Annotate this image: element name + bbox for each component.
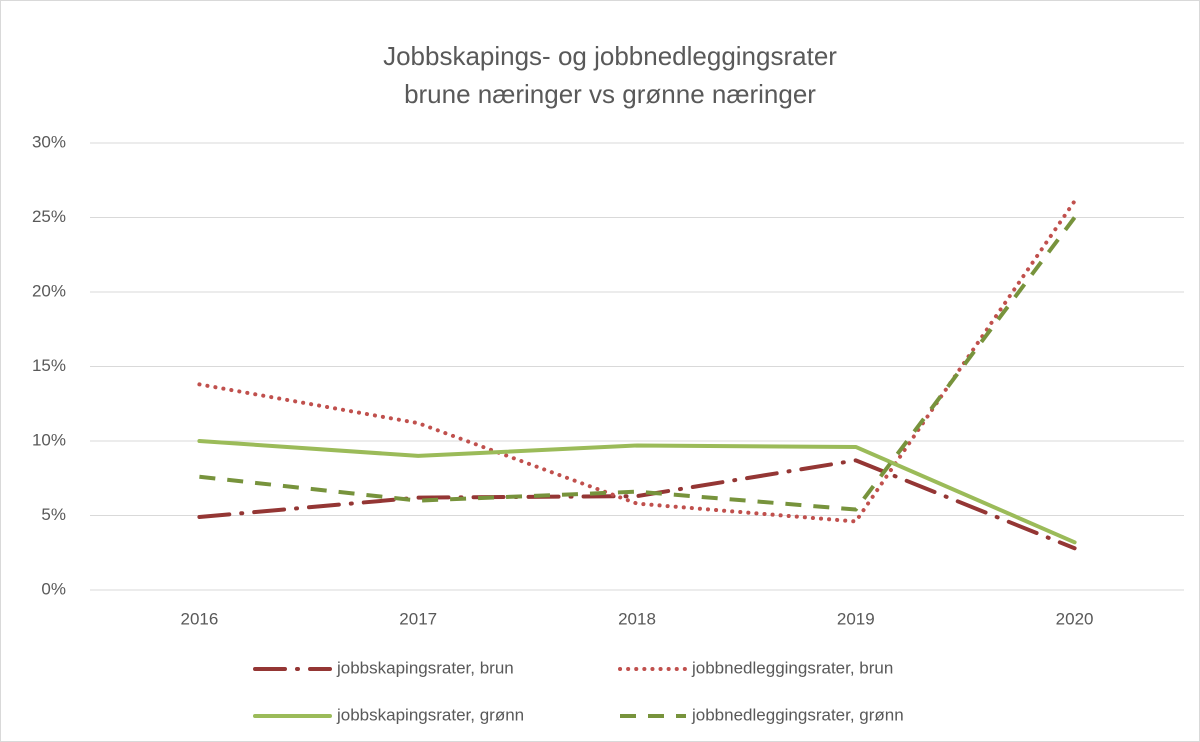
legend-label: jobbskapingsrater, grønn [336,705,524,724]
series-line [197,199,1077,524]
x-tick-label: 2019 [837,609,875,628]
chart-title: Jobbskapings- og jobbnedleggingsrater [383,41,837,71]
legend-label: jobbnedleggingsrater, brun [691,658,893,677]
y-tick-label: 20% [32,281,66,300]
x-tick-label: 2018 [618,609,656,628]
y-tick-label: 30% [32,132,66,151]
x-tick-label: 2020 [1056,609,1094,628]
y-tick-label: 0% [41,579,66,598]
y-tick-label: 15% [32,356,66,375]
x-tick-label: 2017 [399,609,437,628]
x-tick-label: 2016 [180,609,218,628]
legend-label: jobbnedleggingsrater, grønn [691,705,904,724]
series-line [197,458,1077,551]
series-line [199,216,1077,512]
series-line [197,439,1077,545]
legend-label: jobbskapingsrater, brun [336,658,514,677]
y-tick-label: 25% [32,207,66,226]
y-tick-label: 10% [32,430,66,449]
y-tick-label: 5% [41,505,66,524]
chart-subtitle: brune næringer vs grønne næringer [404,79,816,109]
